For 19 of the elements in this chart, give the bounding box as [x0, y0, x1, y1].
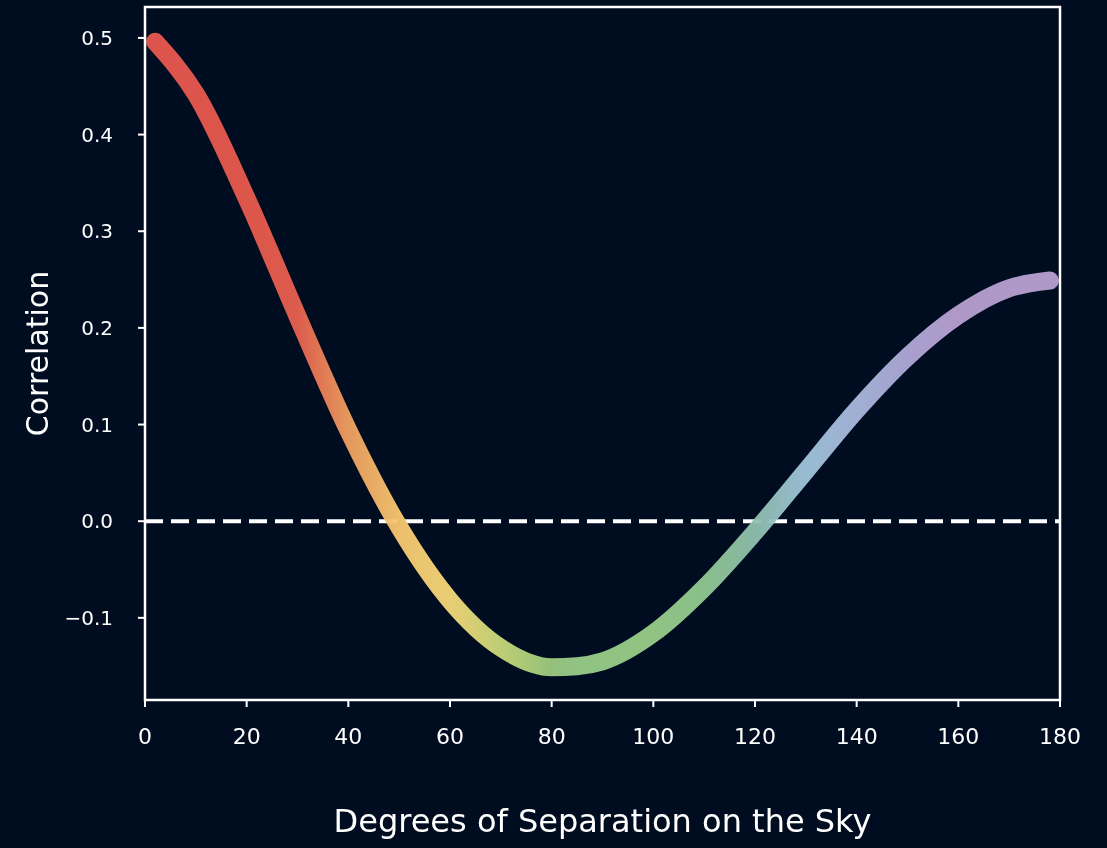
y-tick-label: 0.0 — [81, 509, 113, 534]
y-tick-label: 0.4 — [81, 122, 113, 147]
x-tick-label: 100 — [632, 724, 675, 749]
x-tick-label: 140 — [835, 724, 878, 749]
y-tick-label: −0.1 — [64, 605, 113, 630]
x-tick-label: 40 — [334, 724, 363, 749]
x-tick-label: 0 — [138, 724, 152, 749]
y-tick-label: 0.3 — [81, 219, 113, 244]
x-tick-label: 120 — [734, 724, 776, 749]
y-axis-title: Correlation — [20, 270, 55, 437]
y-tick-label: 0.5 — [81, 25, 113, 50]
x-tick-label: 60 — [436, 724, 464, 749]
x-axis-title: Degrees of Separation on the Sky — [333, 802, 872, 840]
x-tick-label: 180 — [1039, 724, 1081, 749]
y-tick-label: 0.1 — [81, 412, 113, 437]
x-tick-label: 80 — [537, 724, 566, 749]
x-tick-label: 160 — [937, 724, 980, 749]
x-tick-label: 20 — [232, 724, 261, 749]
y-tick-label: 0.2 — [81, 315, 113, 340]
